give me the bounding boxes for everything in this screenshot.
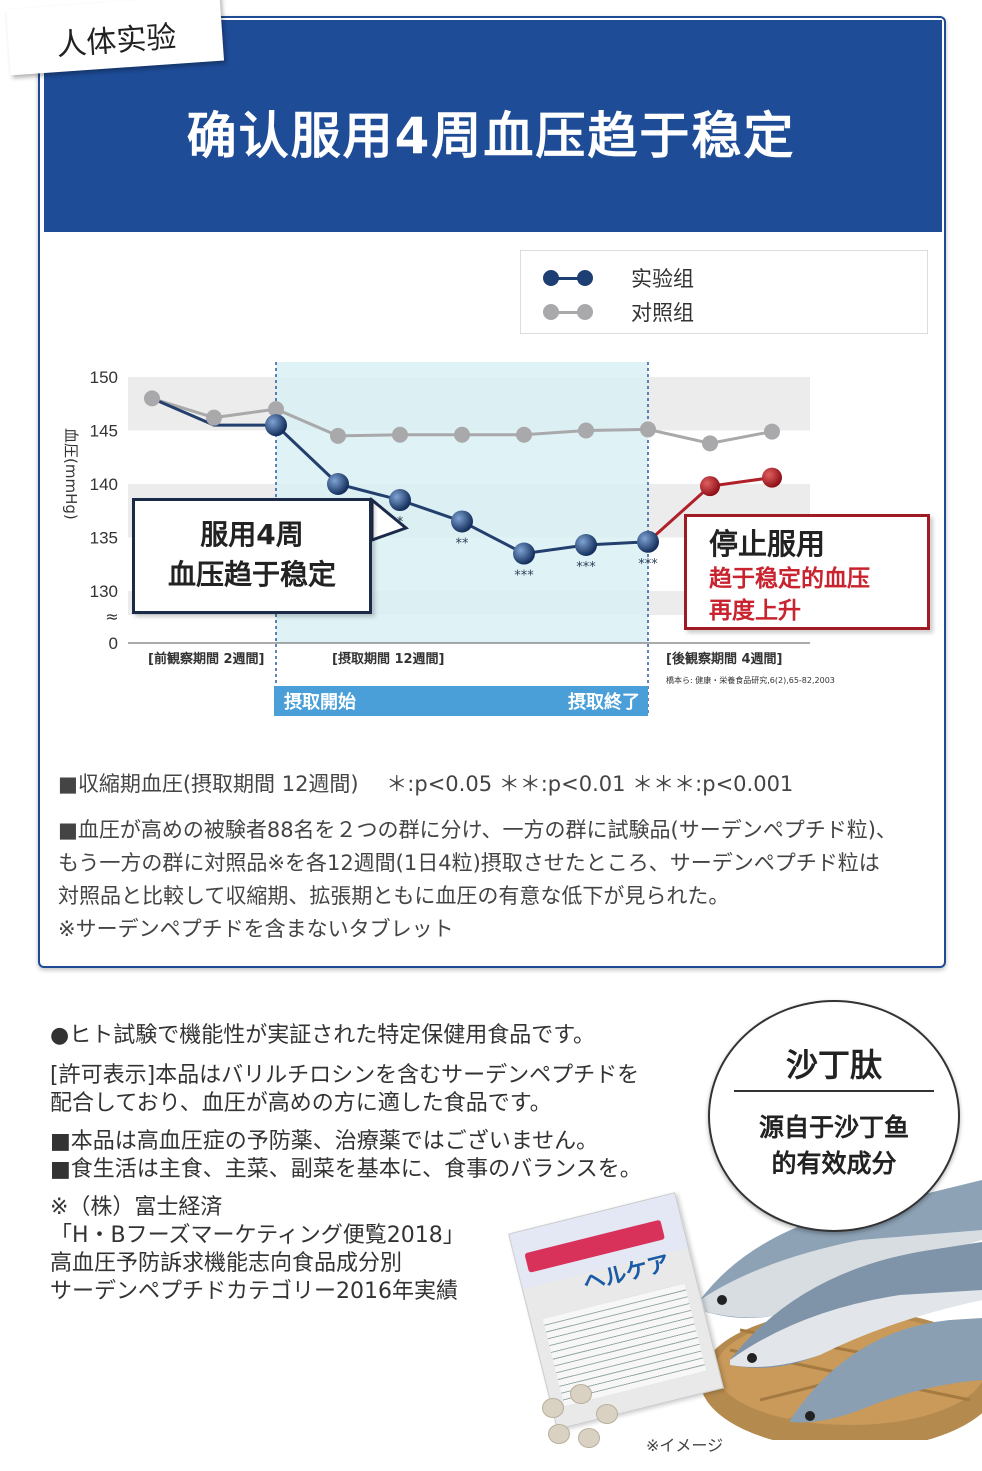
note-line-3: もう一方の群に対照品※を各12週間(1日4粒)摂取させたところ、サーデンペプチド… (58, 851, 880, 875)
tablet-icon (596, 1404, 618, 1424)
bottom-line-5: ■食生活は主食、主菜、副菜を基本に、食事のバランスを。 (50, 1157, 642, 1182)
sardine-peptide-badge: 沙丁肽 源自于沙丁鱼 的有效成分 (708, 1000, 960, 1232)
significance-label: ** (456, 536, 470, 551)
callout-pointer (370, 496, 410, 543)
bottom-line-2: [許可表示]本品はバリルチロシンを含むサーデンペプチドを (50, 1063, 640, 1088)
experiment-point (575, 533, 597, 556)
legend-label-control: 对照组 (631, 301, 694, 325)
control-point (206, 409, 222, 426)
legend-item-control: 对照组 (543, 297, 694, 327)
product-package-image: ヘルケア (508, 1192, 724, 1430)
source-note: 橋本ら: 健康・栄養食品研究,6(2),65-82,2003 (666, 675, 835, 685)
y-tick-label: 130 (90, 582, 118, 601)
experiment-marker-icon (543, 270, 593, 286)
after-point (762, 467, 782, 488)
control-marker-icon (543, 304, 593, 320)
badge-sub-1: 源自于沙丁鱼 (758, 1113, 909, 1142)
callout-stopped-line2: 趋于稳定的血压 (709, 566, 870, 592)
control-point (764, 423, 780, 440)
chart-legend: 实验组 对照组 (520, 250, 928, 334)
legend-label-experiment: 实验组 (631, 267, 694, 291)
axis-break-icon: ≈ (105, 607, 118, 626)
significance-label: *** (638, 557, 658, 572)
sardine-basket-image (700, 1180, 982, 1440)
experiment-point (389, 489, 411, 512)
control-point (268, 401, 284, 418)
period-label: [摂取期間 12週間] (332, 651, 445, 667)
tablet-icon (578, 1428, 600, 1448)
callout-stopped-line3: 再度上升 (709, 598, 801, 624)
bottom-line-7: 「H・Bフーズマーケティング便覧2018」 (50, 1223, 465, 1248)
y-tick-label: 0 (109, 634, 118, 653)
experiment-point (265, 414, 287, 437)
control-point (640, 421, 656, 438)
intake-period-bar: 摂取開始 摂取終了 (274, 686, 648, 716)
y-tick-label: 150 (90, 368, 118, 387)
callout-stabilized-line1: 服用4周 (200, 518, 304, 551)
callout-stabilized: 服用4周 血压趋于稳定 (132, 498, 372, 614)
bottom-line-6: ※（株）富士経済 (50, 1195, 223, 1220)
experiment-point (637, 530, 659, 553)
control-point (702, 435, 718, 452)
significance-label: *** (514, 569, 534, 584)
control-point (578, 422, 594, 439)
badge-divider (734, 1090, 934, 1092)
bottom-line-1: ●ヒト試験で機能性が実証された特定保健用食品です。 (50, 1023, 595, 1048)
y-tick-label: 145 (90, 422, 118, 441)
legend-item-experiment: 实验组 (543, 263, 694, 293)
note-line-1: ■収縮期血圧(摂取期間 12週間) ＊:p<0.05 ＊＊:p<0.01 ＊＊＊… (58, 772, 794, 796)
badge-sub-2: 的有效成分 (771, 1149, 897, 1178)
tablet-icon (570, 1384, 592, 1404)
control-point (330, 427, 346, 444)
callout-stopped: 停止服用 趋于稳定的血压 再度上升 (684, 514, 930, 630)
note-line-4: 対照品と比較して収縮期、拡張期ともに血圧の有意な低下が見られた。 (58, 884, 730, 908)
period-label: [後観察期間 4週間] (666, 651, 782, 667)
note-line-5: ※サーデンペプチドを含まないタブレット (58, 917, 454, 941)
experiment-point (327, 473, 349, 495)
control-point (454, 426, 470, 443)
intake-end-label: 摂取終了 (568, 692, 640, 713)
tablet-icon (548, 1424, 570, 1444)
image-note: ※イメージ (646, 1436, 724, 1455)
significance-label: *** (576, 560, 596, 575)
sardine-fish-icon (700, 1180, 982, 1423)
bottom-line-4: ■本品は高血圧症の予防薬、治療薬ではございません。 (50, 1129, 599, 1154)
banner-title: 确认服用4周血压趋于稳定 (186, 107, 796, 165)
bottom-line-8: 高血圧予防訴求機能志向食品成分別 (50, 1251, 403, 1276)
y-tick-label: 135 (90, 529, 118, 548)
tablet-icon (542, 1398, 564, 1418)
control-point (516, 426, 532, 443)
badge-title: 沙丁肽 (785, 1046, 882, 1084)
note-line-2: ■血圧が高めの被験者88名を２つの群に分け、一方の群に試験品(サーデンペプチド粒… (58, 818, 897, 842)
callout-stabilized-line2: 血压趋于稳定 (167, 558, 336, 591)
y-tick-label: 140 (90, 475, 118, 494)
period-label: [前観察期間 2週間] (148, 651, 264, 667)
experiment-point (451, 510, 473, 533)
intake-start-label: 摂取開始 (284, 692, 356, 713)
callout-stopped-line1: 停止服用 (709, 527, 826, 561)
after-point (700, 476, 720, 497)
control-point (144, 390, 160, 407)
bottom-line-3: 配合しており、血圧が高めの方に適した食品です。 (50, 1091, 552, 1116)
control-point (392, 426, 408, 443)
bottom-line-9: サーデンペプチドカテゴリー2016年実績 (50, 1279, 458, 1304)
experiment-point (513, 542, 535, 565)
y-axis-label: 血圧(mmHg) (62, 428, 80, 520)
